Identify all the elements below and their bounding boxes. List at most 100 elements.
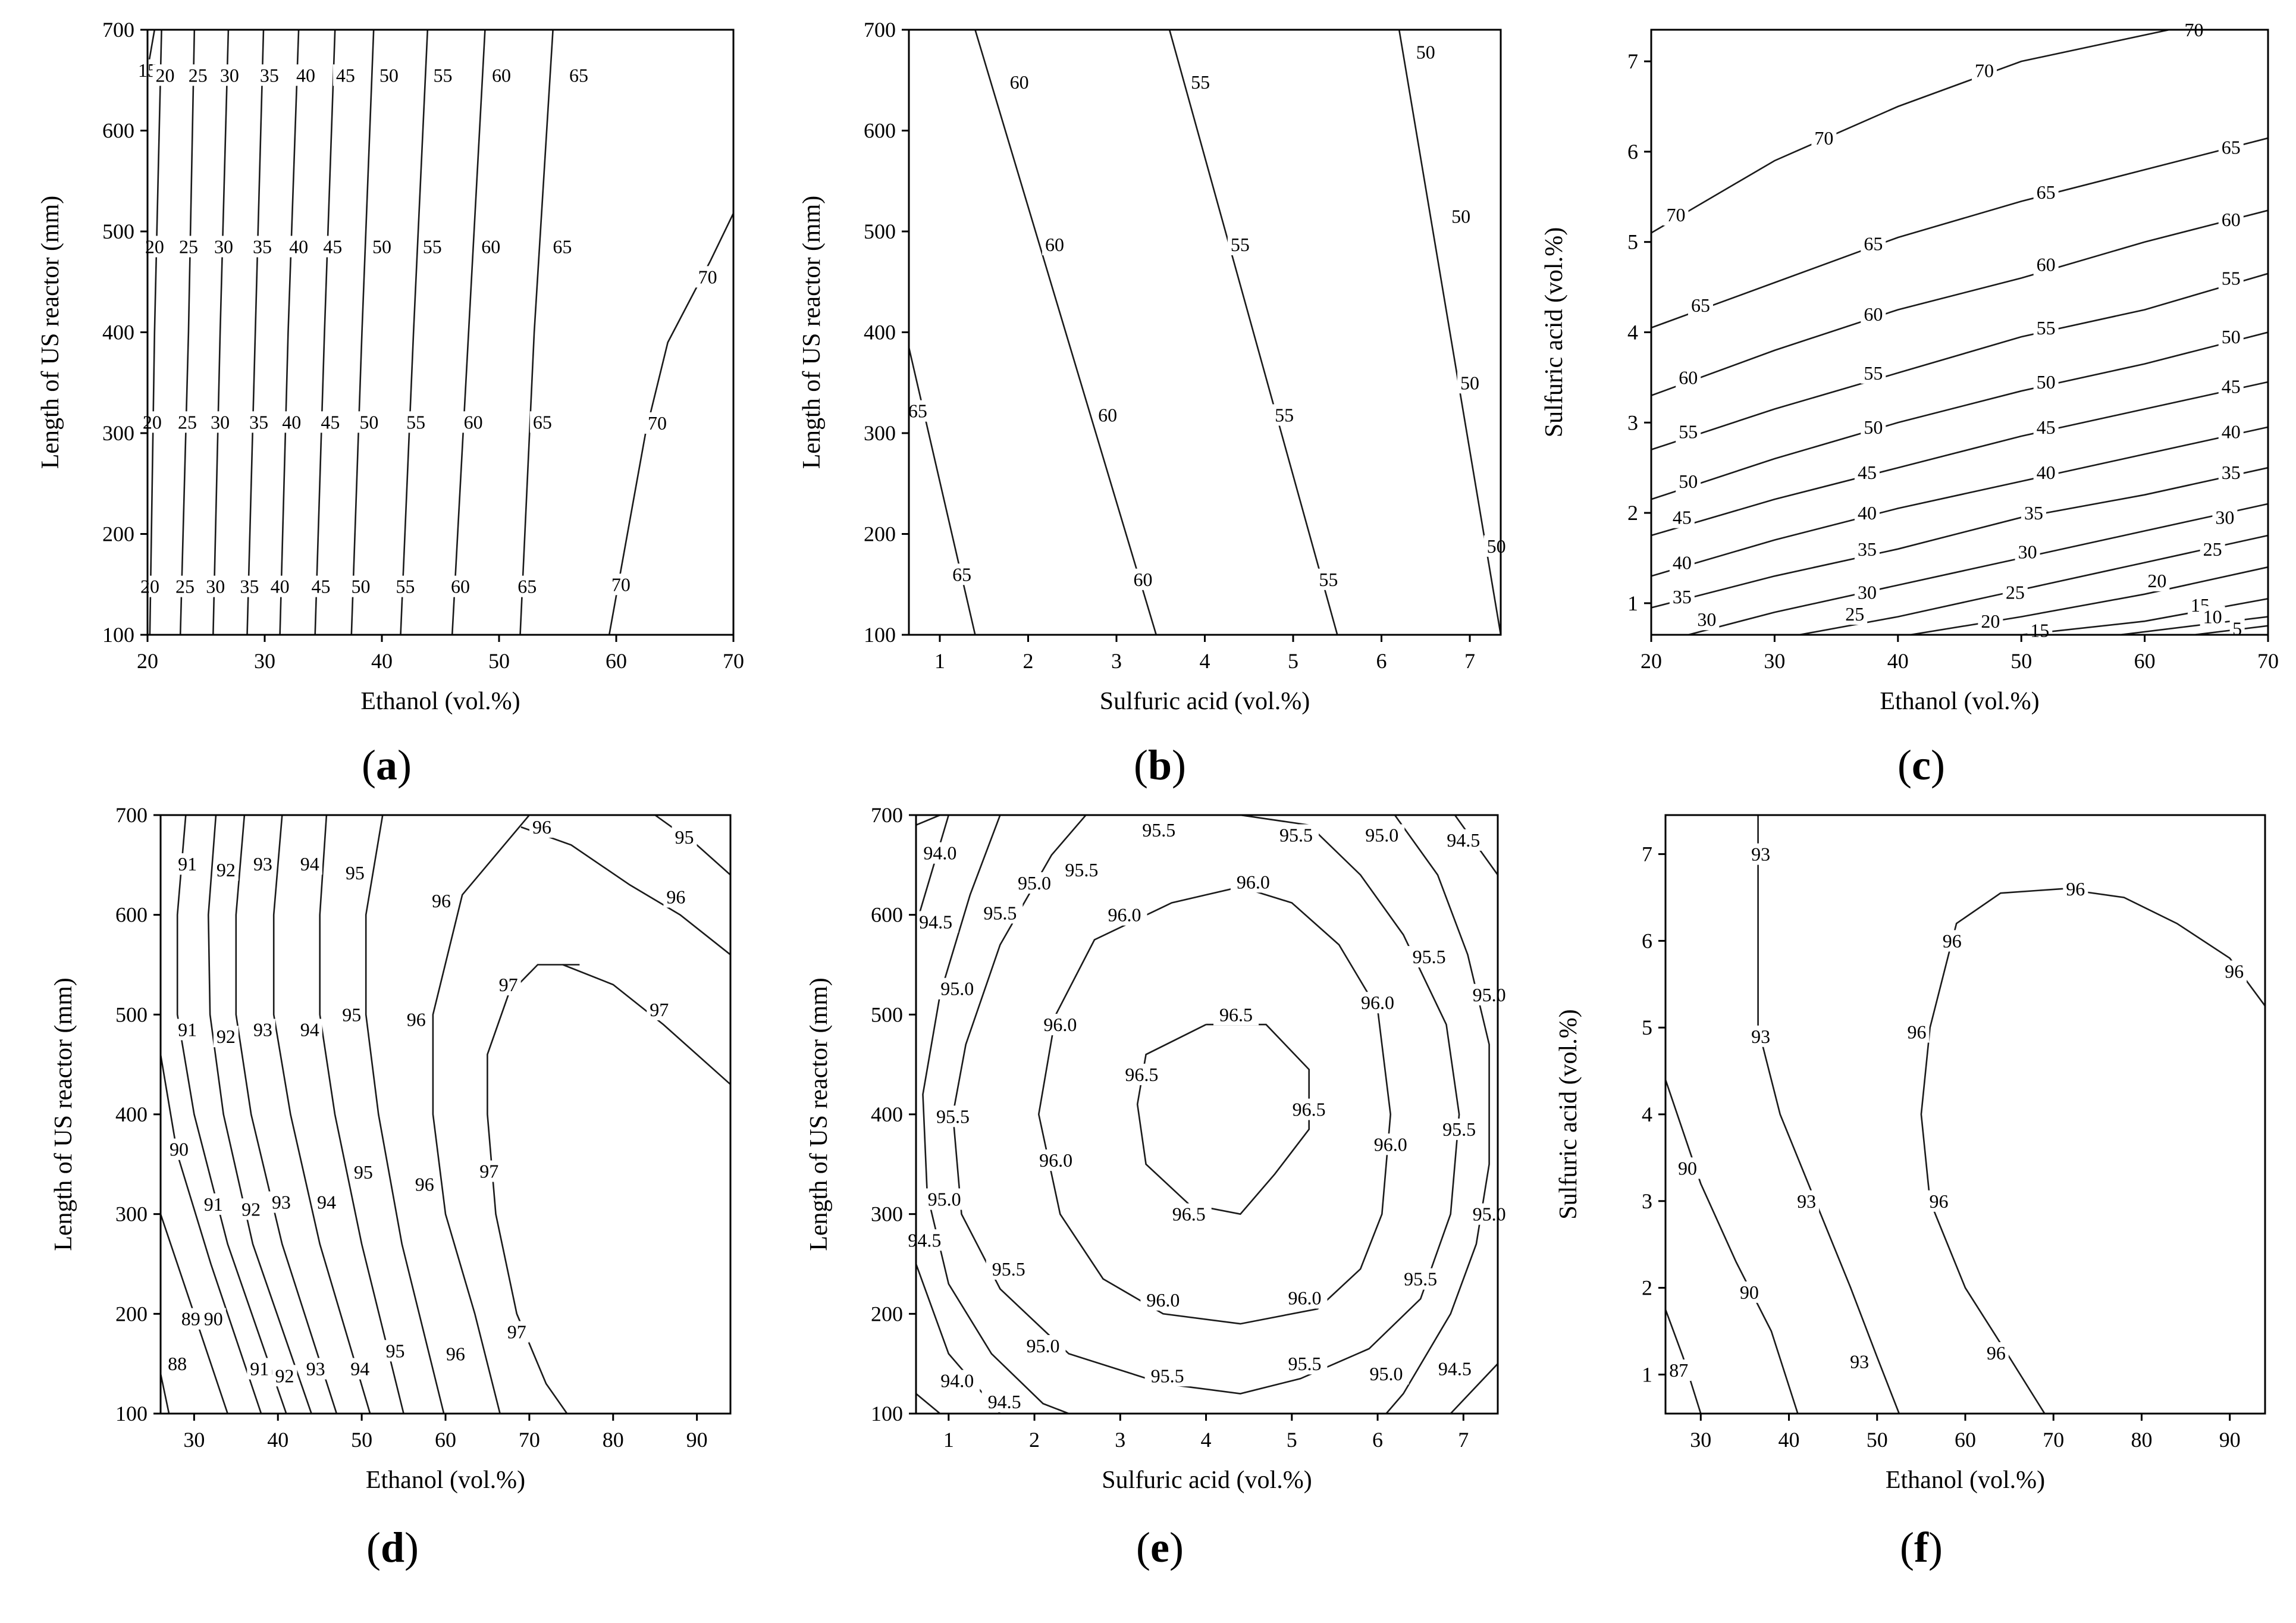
contour-label: 50 xyxy=(1487,535,1506,557)
contour-line-20 xyxy=(149,30,162,635)
contour-label: 95 xyxy=(675,826,694,848)
contour-label: 91 xyxy=(250,1358,269,1380)
contour-label-bg xyxy=(1406,946,1452,968)
contour-label-bg xyxy=(1119,1063,1165,1085)
contour-label: 97 xyxy=(479,1161,498,1182)
x-tick-label: 90 xyxy=(686,1428,708,1452)
contour-line-96.0 xyxy=(1037,886,1392,1325)
contour-line-90 xyxy=(176,815,287,1414)
y-tick-label: 700 xyxy=(102,18,134,42)
contour-line-90 xyxy=(1665,1079,1799,1414)
x-tick-label: 80 xyxy=(2131,1428,2152,1452)
contour-line-60 xyxy=(1651,209,2268,397)
contour-line-94.0b xyxy=(916,1393,941,1414)
contour-label: 50 xyxy=(1864,416,1883,438)
y-tick-label: 3 xyxy=(1627,411,1638,434)
contour-label-bg xyxy=(2002,581,2028,603)
contour-label-bg xyxy=(663,886,689,908)
panel-label-c: (c) xyxy=(1897,741,1945,789)
contour-label-bg xyxy=(1971,59,1997,82)
contour-label-bg xyxy=(356,411,382,433)
contour-label-bg xyxy=(1037,1014,1083,1036)
contour-label: 94.0 xyxy=(923,842,956,864)
contour-label-bg xyxy=(1904,1021,1930,1043)
contour-line-45 xyxy=(314,30,336,635)
contour-label-bg xyxy=(495,974,521,996)
contour-label-bg xyxy=(1466,1203,1512,1225)
contour-line-96.5 xyxy=(1136,1023,1310,1215)
contour-label-bg xyxy=(1398,1268,1444,1290)
contour-label-bg xyxy=(1457,372,1483,394)
contour-label-bg xyxy=(1166,1203,1212,1225)
contour-label: 96.0 xyxy=(1374,1133,1407,1155)
contour-label: 35 xyxy=(1858,538,1877,560)
contour-label-bg xyxy=(2033,461,2059,483)
contour-label: 35 xyxy=(253,236,272,257)
contour-label: 95.0 xyxy=(1026,1335,1059,1356)
contour-label-bg xyxy=(1095,404,1121,426)
contour-label: 70 xyxy=(648,412,667,434)
contour-label-bg xyxy=(174,411,200,433)
contour-label: 60 xyxy=(2037,254,2056,275)
x-tick-label: 60 xyxy=(1955,1428,1976,1452)
y-tick-label: 700 xyxy=(115,803,148,827)
contour-label: 40 xyxy=(1858,502,1877,524)
contour-label-bg xyxy=(981,1390,1027,1412)
contour-label: 60 xyxy=(481,236,500,257)
contour-label-bg xyxy=(986,1258,1031,1280)
contour-line-60 xyxy=(451,30,486,635)
y-tick-label: 2 xyxy=(1627,501,1638,525)
contour-label-bg xyxy=(1794,1190,1820,1212)
x-tick-label: 4 xyxy=(1201,1428,1212,1452)
contour-label: 70 xyxy=(698,266,717,287)
contour-label-bg xyxy=(2222,960,2247,982)
contour-label: 93 xyxy=(1751,844,1770,865)
contour-label-bg xyxy=(1441,829,1486,851)
contour-label: 90 xyxy=(204,1308,223,1330)
contour-label: 93 xyxy=(253,1019,272,1040)
contour-label-bg xyxy=(250,1019,275,1041)
contour-label-bg xyxy=(1006,71,1032,93)
contour-label: 95.5 xyxy=(1151,1365,1184,1386)
contour-label: 95 xyxy=(346,862,365,883)
y-tick-label: 7 xyxy=(1642,842,1652,866)
y-tick-label: 100 xyxy=(102,623,134,647)
contour-label: 55 xyxy=(406,411,425,433)
contour-label-bg xyxy=(1213,1004,1259,1026)
contour-label: 20 xyxy=(156,64,175,86)
y-tick-label: 500 xyxy=(102,220,134,243)
x-tick-label: 40 xyxy=(371,649,393,673)
y-tick-label: 4 xyxy=(1627,321,1638,344)
contour-label-bg xyxy=(977,902,1023,924)
plot-frame xyxy=(1664,814,2266,1415)
contour-label: 35 xyxy=(2024,502,2043,524)
contour-label: 45 xyxy=(336,64,355,86)
contour-label-bg xyxy=(515,575,540,597)
x-tick-label: 70 xyxy=(723,649,744,673)
contour-label: 70 xyxy=(1666,204,1685,225)
contour-label: 60 xyxy=(464,411,483,433)
contour-label: 96 xyxy=(407,1009,426,1030)
contour-label-bg xyxy=(1847,1351,1872,1373)
contour-lines xyxy=(909,30,1501,635)
contour-label: 25 xyxy=(179,236,198,257)
contour-label-bg xyxy=(1666,1359,1692,1381)
x-tick-label: 4 xyxy=(1200,649,1210,673)
contour-label: 65 xyxy=(553,236,572,257)
contour-label: 89 xyxy=(181,1308,200,1330)
contour-label: 50 xyxy=(1460,372,1479,393)
contour-lines xyxy=(148,30,733,635)
contour-label: 20 xyxy=(143,411,162,433)
x-tick-label: 30 xyxy=(183,1428,205,1452)
contour-label: 95 xyxy=(342,1004,361,1025)
contour-label-bg xyxy=(2218,326,2244,348)
contour-line-65 xyxy=(1651,137,2268,329)
y-tick-label: 4 xyxy=(1642,1102,1652,1126)
contour-label: 94 xyxy=(317,1192,336,1213)
contour-label-bg xyxy=(1188,71,1213,93)
contour-label-bg xyxy=(1059,859,1105,881)
y-tick-label: 6 xyxy=(1642,929,1652,953)
contour-label-bg xyxy=(246,411,272,433)
contour-label: 20 xyxy=(2147,570,2166,591)
contour-label: 30 xyxy=(2215,507,2234,528)
